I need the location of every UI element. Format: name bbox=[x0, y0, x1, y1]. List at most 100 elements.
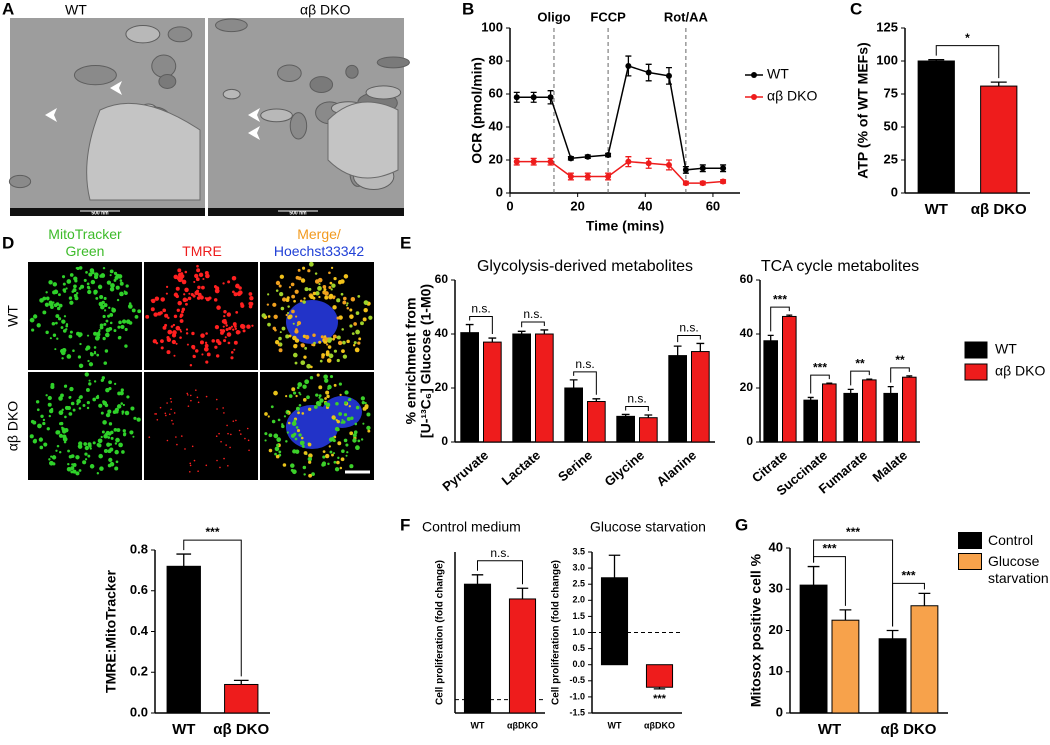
stain bbox=[280, 306, 285, 311]
legend-label: αβ DKO bbox=[995, 363, 1045, 379]
stain bbox=[55, 314, 60, 319]
legend-swatch bbox=[964, 363, 988, 381]
stain bbox=[346, 302, 349, 305]
stain bbox=[45, 330, 49, 335]
stain bbox=[238, 429, 241, 432]
stain bbox=[73, 284, 77, 289]
stain bbox=[192, 346, 196, 350]
stain bbox=[180, 435, 183, 437]
stain bbox=[63, 315, 67, 318]
stain bbox=[274, 328, 277, 332]
stain bbox=[213, 285, 218, 289]
stain bbox=[205, 395, 208, 398]
stain bbox=[124, 344, 128, 348]
bar bbox=[910, 605, 939, 714]
stain bbox=[233, 348, 236, 351]
stain bbox=[177, 300, 182, 306]
stain bbox=[156, 418, 159, 421]
stain bbox=[294, 361, 298, 365]
stain bbox=[291, 309, 295, 314]
stain bbox=[274, 452, 277, 456]
stain bbox=[240, 433, 242, 435]
stain bbox=[52, 333, 57, 337]
stain bbox=[175, 342, 178, 345]
panel-letter: F bbox=[400, 515, 410, 534]
stain bbox=[119, 281, 124, 286]
stain bbox=[287, 305, 290, 308]
stain bbox=[188, 292, 191, 295]
stain bbox=[109, 321, 113, 325]
stain bbox=[102, 314, 106, 319]
stain bbox=[162, 308, 167, 313]
stain bbox=[175, 325, 181, 331]
grid-gap bbox=[28, 370, 374, 372]
stain bbox=[89, 464, 95, 469]
stain bbox=[103, 322, 107, 326]
stain bbox=[296, 320, 302, 326]
stain bbox=[165, 414, 167, 417]
bar bbox=[224, 683, 259, 714]
stain bbox=[318, 396, 321, 399]
stain bbox=[47, 395, 52, 401]
data-point bbox=[682, 180, 689, 187]
y-tick-label: 2.0 bbox=[572, 595, 585, 605]
y-axis-label: Mitosox positive cell % bbox=[748, 553, 764, 707]
x-tick-label: αβ DKO bbox=[971, 201, 1027, 218]
stain bbox=[293, 432, 297, 436]
error-bar bbox=[866, 378, 873, 380]
stain bbox=[299, 299, 303, 303]
stain bbox=[346, 339, 350, 344]
stain bbox=[150, 299, 153, 302]
error-bar bbox=[807, 565, 820, 586]
significance-bracket bbox=[810, 374, 830, 394]
stain bbox=[40, 414, 44, 419]
stain bbox=[121, 410, 125, 414]
stain bbox=[114, 275, 119, 280]
data-point bbox=[645, 160, 652, 167]
stain bbox=[79, 342, 82, 346]
stain bbox=[235, 330, 241, 335]
stain bbox=[173, 354, 176, 357]
stain bbox=[197, 401, 200, 404]
x-tick-label: Pyruvate bbox=[439, 447, 491, 494]
stain bbox=[217, 341, 222, 346]
stain bbox=[353, 322, 357, 326]
stain bbox=[357, 439, 361, 443]
stain bbox=[327, 345, 332, 349]
data-point bbox=[530, 158, 537, 165]
stain bbox=[63, 289, 67, 293]
x-tick-label: αβDKO bbox=[644, 720, 675, 730]
y-tick-label: 3.5 bbox=[572, 546, 585, 556]
data-point bbox=[625, 158, 632, 165]
stain bbox=[267, 322, 271, 327]
stain bbox=[108, 306, 111, 309]
stain bbox=[150, 307, 155, 312]
significance-bracket bbox=[935, 45, 1000, 79]
stain bbox=[333, 277, 337, 281]
data-point bbox=[567, 155, 574, 162]
error-bar bbox=[540, 329, 549, 334]
stain bbox=[295, 406, 300, 411]
stain bbox=[287, 421, 291, 425]
stain bbox=[297, 411, 300, 415]
y-tick-label: 60 bbox=[435, 272, 449, 286]
stain bbox=[328, 271, 331, 275]
stain bbox=[132, 435, 135, 438]
error-bar bbox=[465, 323, 474, 333]
error-bar bbox=[767, 334, 774, 341]
bar bbox=[587, 401, 606, 443]
stain bbox=[49, 337, 52, 340]
stain bbox=[116, 404, 122, 409]
event-label: Rot/AA bbox=[664, 9, 709, 24]
stain bbox=[235, 419, 237, 422]
legend-swatch bbox=[958, 553, 982, 570]
stain bbox=[297, 268, 301, 272]
stain bbox=[316, 373, 320, 377]
stain bbox=[336, 316, 340, 320]
scale-label: 500 nm bbox=[91, 210, 109, 216]
bar bbox=[782, 315, 797, 443]
stain bbox=[99, 294, 104, 299]
scale-strip bbox=[208, 208, 404, 216]
bar bbox=[600, 577, 629, 666]
stain bbox=[309, 376, 314, 380]
